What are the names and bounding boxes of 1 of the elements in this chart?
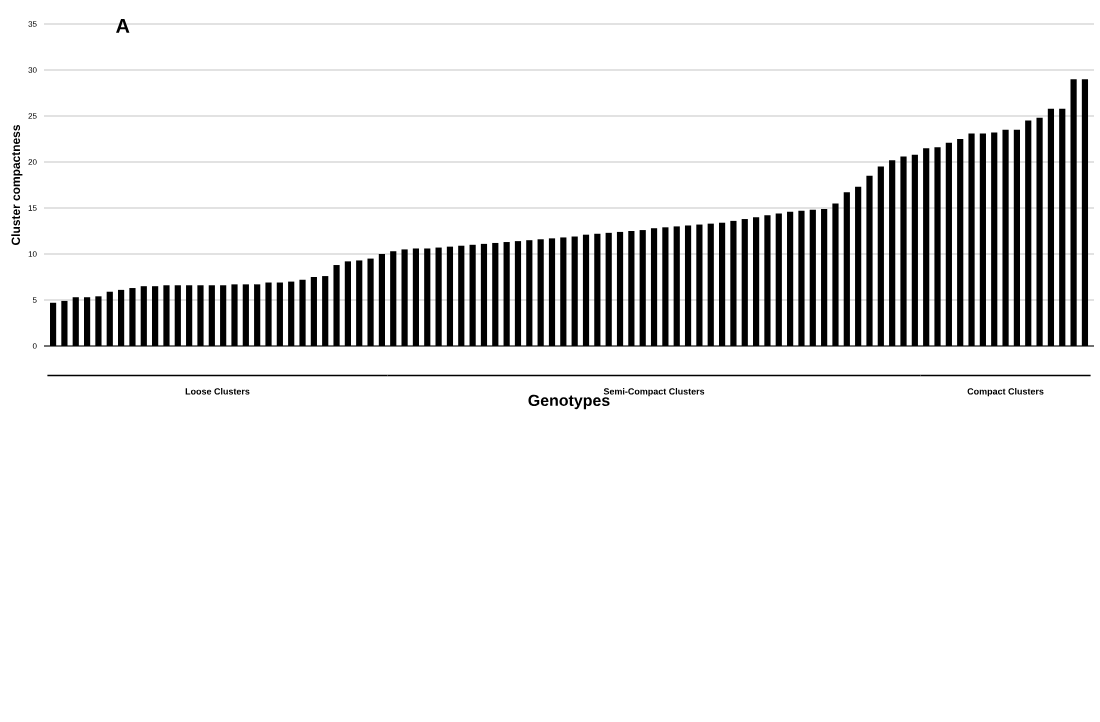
chart-title: A bbox=[116, 19, 130, 33]
